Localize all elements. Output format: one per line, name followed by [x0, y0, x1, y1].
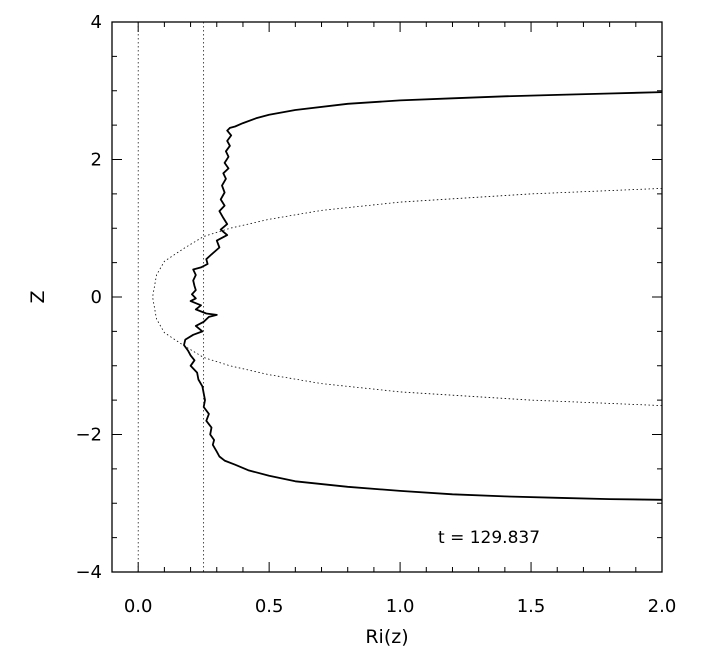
- series-line-0: [183, 91, 663, 501]
- time-annotation: t = 129.837: [438, 528, 540, 548]
- x-tick-label: 0.5: [255, 596, 284, 617]
- x-tick-label: 1.0: [386, 596, 415, 617]
- x-tick-label: 1.5: [517, 596, 546, 617]
- x-tick-label: 2.0: [648, 596, 677, 617]
- y-tick-label: −4: [75, 562, 102, 583]
- y-tick-label: 4: [91, 12, 102, 33]
- y-axis-label: Z: [27, 290, 49, 303]
- y-tick-label: −2: [75, 425, 102, 446]
- x-axis-label: Ri(z): [365, 626, 408, 648]
- series-line-1: [152, 188, 663, 406]
- x-tick-label: 0.0: [124, 596, 153, 617]
- y-tick-label: 2: [91, 150, 102, 171]
- y-tick-label: 0: [91, 287, 102, 308]
